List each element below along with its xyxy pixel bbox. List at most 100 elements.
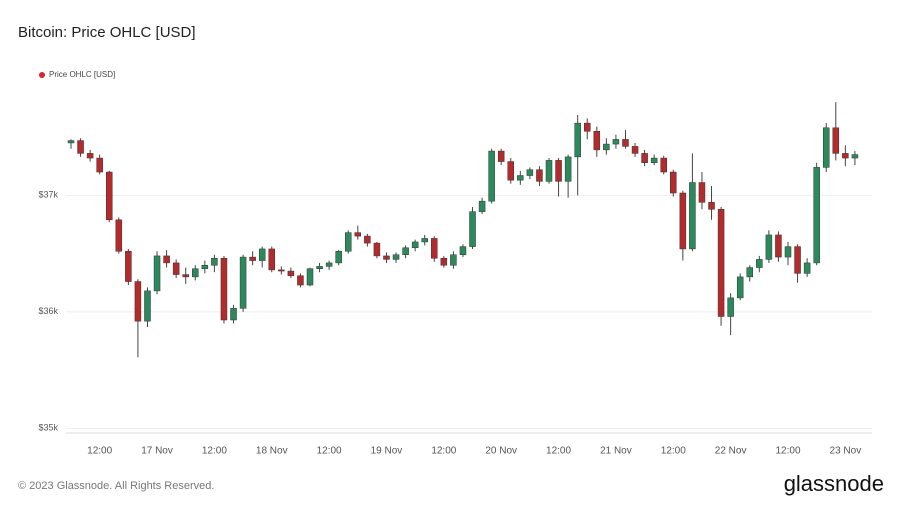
x-tick-label: 18 Nov <box>256 446 288 457</box>
y-tick-label: $36k <box>38 306 58 316</box>
candle-body <box>469 211 476 247</box>
x-tick-label: 12:00 <box>202 446 227 457</box>
candle-body <box>364 235 371 244</box>
candle-body <box>698 182 706 203</box>
x-tick-label: 17 Nov <box>141 446 173 457</box>
candle-body <box>230 308 237 321</box>
candle-body <box>67 140 75 144</box>
candle-body <box>249 256 256 261</box>
legend-label: Price OHLC [USD] <box>49 70 115 79</box>
x-tick-label: 12:00 <box>546 446 571 457</box>
candle-body <box>574 122 581 158</box>
candle-body <box>689 182 696 250</box>
candle-body <box>612 139 620 145</box>
candle-body <box>813 167 820 264</box>
candle-body <box>822 127 830 168</box>
candle-body <box>172 262 180 275</box>
candle-body <box>77 140 84 154</box>
candle-body <box>784 246 792 258</box>
candle-body <box>650 157 658 163</box>
candle-body <box>211 257 218 266</box>
candle-body <box>297 275 304 286</box>
candle-body <box>278 269 285 272</box>
candle-body <box>497 150 505 162</box>
candle-body <box>182 274 189 278</box>
candle-body <box>383 255 390 260</box>
candle-body <box>125 251 132 282</box>
candle-body <box>306 268 314 286</box>
candle-body <box>115 219 123 252</box>
candle-body <box>488 150 495 202</box>
x-tick-label: 12:00 <box>775 446 800 457</box>
candle-body <box>478 200 486 212</box>
candle-body <box>631 146 639 154</box>
candle-body <box>517 175 524 181</box>
candle-body <box>402 247 409 256</box>
candle-body <box>96 157 103 173</box>
candle-body <box>583 122 591 132</box>
candle-body <box>545 160 553 182</box>
candle-body <box>325 262 333 267</box>
candle-body <box>201 264 209 269</box>
candle-body <box>765 234 773 260</box>
candle-body <box>641 153 648 163</box>
candle-body <box>316 266 323 269</box>
y-tick-label: $37k <box>38 190 58 200</box>
candle-body <box>354 232 362 237</box>
candle-body <box>832 127 840 154</box>
footer: © 2023 Glassnode. All Rights Reserved. <box>18 480 214 492</box>
candle-body <box>411 241 419 249</box>
x-tick-label: 12:00 <box>431 446 456 457</box>
candle-body <box>373 242 381 257</box>
candle-body <box>192 268 199 278</box>
y-tick-label: $35k <box>38 423 58 433</box>
x-tick-label: 12:00 <box>87 446 112 457</box>
candle-body <box>679 192 687 250</box>
candle-body <box>335 251 342 264</box>
x-tick-label: 19 Nov <box>371 446 403 457</box>
candle-body <box>851 154 859 159</box>
candle-body <box>105 171 113 221</box>
candle-body <box>258 248 266 261</box>
candle-body <box>268 248 276 271</box>
candle-body <box>134 281 142 322</box>
x-tick-label: 22 Nov <box>715 446 747 457</box>
candle-body <box>708 202 715 210</box>
candle-body <box>670 171 677 194</box>
candle-body <box>794 246 801 274</box>
candle-body <box>239 256 247 309</box>
candle-body <box>660 157 667 173</box>
candle-body <box>593 131 601 151</box>
x-tick-label: 12:00 <box>661 446 686 457</box>
legend-marker <box>39 72 45 78</box>
brand-logo: glassnode <box>784 471 884 496</box>
candle-body <box>717 209 725 317</box>
candle-body <box>144 290 151 322</box>
candle-body <box>775 234 782 258</box>
candle-body <box>163 255 170 264</box>
candle-body <box>603 143 610 151</box>
candle-body <box>536 169 543 182</box>
x-tick-label: 23 Nov <box>830 446 862 457</box>
candle-body <box>507 161 515 181</box>
candle-body <box>736 276 744 299</box>
candle-body <box>727 297 734 317</box>
candle-body <box>220 257 228 321</box>
candle-body <box>564 156 572 182</box>
candle-body <box>803 262 811 274</box>
candle-body <box>421 238 428 243</box>
chart-title: Bitcoin: Price OHLC [USD] <box>18 24 196 41</box>
candle-body <box>440 257 448 266</box>
candle-body <box>555 160 562 182</box>
x-tick-label: 20 Nov <box>485 446 517 457</box>
candle-body <box>842 153 849 159</box>
candle-body <box>756 259 763 268</box>
x-tick-label: 12:00 <box>317 446 342 457</box>
candle-body <box>622 139 629 147</box>
x-tick-label: 21 Nov <box>600 446 632 457</box>
candle-body <box>450 254 457 266</box>
candle-body <box>153 255 161 292</box>
candle-body <box>746 267 754 278</box>
candle-body <box>392 254 400 260</box>
